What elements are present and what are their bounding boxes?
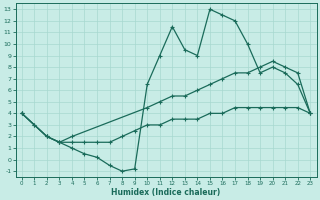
X-axis label: Humidex (Indice chaleur): Humidex (Indice chaleur)	[111, 188, 221, 197]
